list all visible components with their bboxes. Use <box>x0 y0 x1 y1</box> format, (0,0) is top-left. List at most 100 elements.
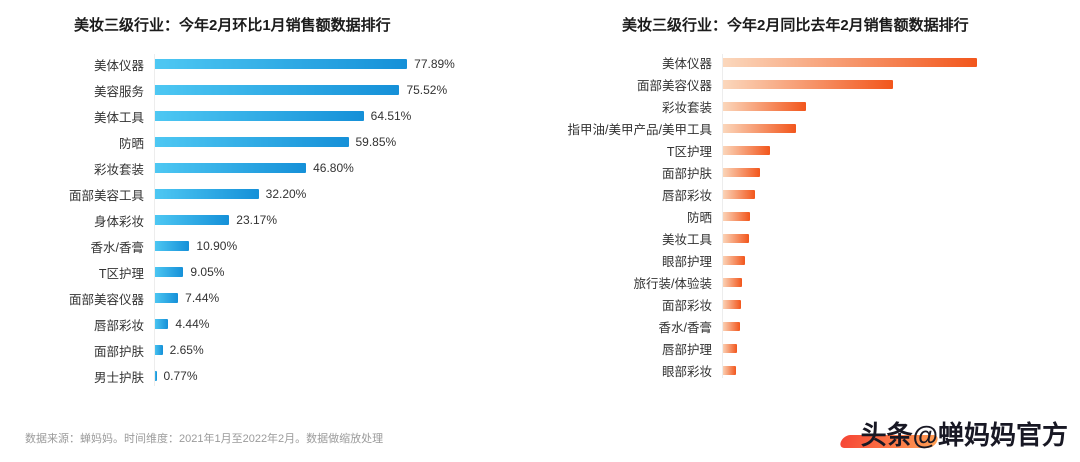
category-label: 美体仪器 <box>93 58 144 73</box>
chart-row: 香水/香膏 <box>544 315 1046 337</box>
category-label: 眼部护理 <box>661 254 712 269</box>
chart-mom-rows: 美体仪器 77.89% 美容服务 75.52% 美体工具 64.51% 防晒 59.85% 彩妆… <box>34 51 520 389</box>
chart-row: T区护理 <box>544 139 1046 161</box>
category-label: 面部美容工具 <box>68 188 144 203</box>
chart-row: 唇部彩妆 4.44% <box>34 311 520 337</box>
bar <box>154 111 364 121</box>
bar <box>722 277 743 287</box>
category-label: 唇部护理 <box>661 342 712 357</box>
category-label: T区护理 <box>666 144 712 159</box>
category-label: 美体仪器 <box>661 56 712 71</box>
chart-row: 旅行装/体验装 <box>544 271 1046 293</box>
category-label: 防晒 <box>686 210 712 225</box>
charts-container: 美妆三级行业：今年2月环比1月销售额数据排行 美体仪器 77.89% 美容服务 75.… <box>0 14 1046 389</box>
source-note: 数据来源：蝉妈妈。时间维度：2021年1月至2022年2月。数据做缩放处理 <box>25 433 384 445</box>
bar <box>154 241 190 251</box>
bar <box>722 233 749 243</box>
bar <box>722 57 977 67</box>
category-label: 美妆工具 <box>661 232 712 247</box>
chart-row: 面部美容仪器 7.44% <box>34 285 520 311</box>
value-label: 10.90% <box>196 239 238 253</box>
chart-yoy: 美妆三级行业：今年2月同比去年2月销售额数据排行 美体仪器面部美容仪器彩妆套装指… <box>520 14 1046 389</box>
bar <box>722 211 751 221</box>
category-label: 防晒 <box>118 136 144 151</box>
chart-row: 美体仪器 <box>544 51 1046 73</box>
bar <box>722 321 740 331</box>
bar <box>722 299 742 309</box>
bar <box>722 365 737 375</box>
category-label: 旅行装/体验装 <box>633 276 712 291</box>
chart-yoy-title: 美妆三级行业：今年2月同比去年2月销售额数据排行 <box>622 17 969 34</box>
bar <box>722 145 771 155</box>
chart-row: 香水/香膏 10.90% <box>34 233 520 259</box>
chart-row: 身体彩妆 23.17% <box>34 207 520 233</box>
value-label: 0.77% <box>163 369 198 383</box>
chart-row: 唇部彩妆 <box>544 183 1046 205</box>
chart-row: 男士护肤 0.77% <box>34 363 520 389</box>
category-label: 唇部彩妆 <box>661 188 712 203</box>
category-label: 面部护肤 <box>661 166 712 181</box>
category-label: 香水/香膏 <box>658 320 712 335</box>
watermark: 头条 @蝉妈妈官方 <box>837 413 1074 454</box>
chart-row: 彩妆套装 <box>544 95 1046 117</box>
chart-row: 美妆工具 <box>544 227 1046 249</box>
bar <box>154 137 349 147</box>
bar <box>154 189 259 199</box>
chart-yoy-rows: 美体仪器面部美容仪器彩妆套装指甲油/美甲产品/美甲工具 T区护理面部护肤唇部彩妆防… <box>544 51 1046 381</box>
category-label: 美体工具 <box>93 110 144 125</box>
value-label: 32.20% <box>265 187 307 201</box>
bar <box>722 123 796 133</box>
value-label: 9.05% <box>190 265 225 279</box>
category-label: 香水/香膏 <box>90 240 144 255</box>
value-label: 4.44% <box>175 317 210 331</box>
chart-mom: 美妆三级行业：今年2月环比1月销售额数据排行 美体仪器 77.89% 美容服务 75.… <box>0 14 520 389</box>
bar <box>722 189 756 199</box>
chart-row: 彩妆套装 46.80% <box>34 155 520 181</box>
category-label: 面部护肤 <box>93 344 144 359</box>
category-label: 美容服务 <box>93 84 144 99</box>
bar <box>722 101 807 111</box>
chart-row: 唇部护理 <box>544 337 1046 359</box>
watermark-account: @蝉妈妈官方 <box>912 420 1068 450</box>
bar <box>722 167 761 177</box>
chart-row: 眼部护理 <box>544 249 1046 271</box>
chart-row: 防晒 <box>544 205 1046 227</box>
value-label: 46.80% <box>313 161 354 175</box>
value-label: 77.89% <box>414 57 455 71</box>
category-label: 彩妆套装 <box>93 162 144 177</box>
chart-row: 面部彩妆 <box>544 293 1046 315</box>
chart-row: T区护理 9.05% <box>34 259 520 285</box>
chart-row: 眼部彩妆 <box>544 359 1046 381</box>
category-label: 彩妆套装 <box>661 100 712 115</box>
value-label: 75.52% <box>406 83 448 97</box>
category-label: 指甲油/美甲产品/美甲工具 <box>567 122 712 137</box>
category-label: 男士护肤 <box>93 370 144 385</box>
bar <box>154 85 400 95</box>
value-label: 2.65% <box>169 343 204 357</box>
bar <box>154 345 163 355</box>
chart-row: 面部美容仪器 <box>544 73 1046 95</box>
bar <box>722 343 738 353</box>
page: 美妆三级行业：今年2月环比1月销售额数据排行 美体仪器 77.89% 美容服务 75.… <box>0 14 1068 450</box>
chart-row: 防晒 59.85% <box>34 129 520 155</box>
bar <box>154 371 157 381</box>
chart-row: 美体仪器 77.89% <box>34 51 520 77</box>
value-label: 7.44% <box>185 291 220 305</box>
chart-row: 美容服务 75.52% <box>34 77 520 103</box>
chart-row: 面部护肤 2.65% <box>34 337 520 363</box>
category-label: 唇部彩妆 <box>93 318 144 333</box>
category-label: 面部美容仪器 <box>68 292 144 307</box>
bar <box>154 293 179 303</box>
chart-row: 美体工具 64.51% <box>34 103 520 129</box>
category-label: 面部彩妆 <box>661 298 712 313</box>
value-label: 23.17% <box>236 213 277 227</box>
bar <box>722 255 745 265</box>
value-label: 64.51% <box>370 109 412 123</box>
bar <box>154 319 169 329</box>
watermark-platform: 头条 <box>860 420 913 450</box>
chart-mom-title: 美妆三级行业：今年2月环比1月销售额数据排行 <box>74 17 391 34</box>
category-label: 面部美容仪器 <box>636 78 712 93</box>
value-label: 59.85% <box>355 135 397 149</box>
bar <box>154 267 184 277</box>
bar <box>154 59 408 69</box>
